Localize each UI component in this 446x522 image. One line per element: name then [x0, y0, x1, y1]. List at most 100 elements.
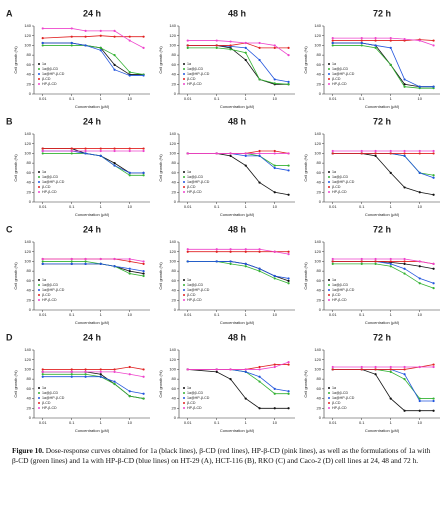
legend-label: 1a@HP-β-CD — [187, 288, 210, 292]
y-tick-label: 140 — [24, 347, 31, 352]
data-point — [258, 250, 261, 253]
x-tick-label: 1 — [390, 96, 393, 101]
data-point — [273, 250, 276, 253]
legend-label: 1a — [332, 170, 336, 174]
data-point — [70, 152, 73, 155]
y-tick-label: 0 — [319, 199, 322, 204]
data-point — [84, 368, 87, 371]
data-point — [215, 368, 218, 371]
y-tick-label: 140 — [169, 131, 176, 136]
data-point — [374, 257, 377, 261]
series-line — [187, 369, 289, 392]
data-point — [258, 380, 261, 383]
legend-marker — [38, 78, 40, 80]
data-point — [41, 373, 44, 376]
data-point — [273, 149, 276, 153]
y-tick-label: 80 — [172, 268, 177, 273]
data-point — [331, 262, 334, 265]
x-tick-label: 1 — [245, 204, 248, 209]
data-point — [418, 191, 421, 194]
legend-label: 1a@HP-β-CD — [332, 72, 355, 76]
series-line — [187, 261, 289, 284]
legend-marker — [38, 171, 40, 173]
data-point — [229, 260, 232, 263]
data-point — [244, 154, 247, 157]
data-point — [142, 174, 145, 177]
data-point — [186, 152, 189, 155]
legend-marker — [183, 78, 185, 80]
data-point — [215, 39, 218, 42]
caption-text: Dose-response curves obtained for 1a (bl… — [12, 446, 431, 465]
x-tick-label: 10 — [418, 96, 423, 101]
data-point — [418, 152, 421, 155]
y-tick-label: 60 — [317, 278, 322, 283]
y-tick-label: 20 — [317, 297, 322, 302]
data-point — [273, 277, 276, 280]
x-axis-label: Concentration (μM) — [365, 428, 400, 433]
legend-label: 1a@β-CD — [332, 391, 349, 395]
x-tick-label: 0.1 — [359, 420, 365, 425]
y-tick-label: 20 — [27, 405, 32, 410]
data-point — [374, 260, 377, 263]
y-tick-label: 120 — [169, 33, 176, 38]
data-point — [142, 74, 145, 77]
legend-marker — [328, 191, 330, 193]
x-axis-label: Concentration (μM) — [75, 320, 110, 325]
data-point — [418, 85, 421, 88]
data-point — [99, 154, 102, 157]
data-point — [142, 262, 145, 265]
x-tick-label: 0.01 — [39, 312, 48, 317]
y-tick-label: 80 — [317, 376, 322, 381]
y-tick-label: 60 — [172, 278, 177, 283]
series-line — [42, 28, 144, 49]
y-tick-label: 60 — [27, 62, 32, 67]
y-tick-label: 80 — [317, 160, 322, 165]
data-point — [244, 51, 247, 54]
legend-marker — [328, 387, 330, 389]
data-point — [215, 46, 218, 49]
x-tick-label: 1 — [100, 204, 103, 209]
legend-label: HP-β-CD — [187, 406, 202, 410]
data-point — [70, 375, 73, 378]
data-point — [99, 147, 102, 150]
data-point — [186, 39, 189, 42]
data-point — [258, 270, 261, 273]
data-point — [389, 365, 392, 369]
data-point — [273, 274, 276, 278]
data-point — [374, 39, 377, 42]
y-tick-label: 60 — [172, 170, 177, 175]
data-point — [418, 409, 421, 412]
y-tick-label: 40 — [27, 72, 32, 77]
data-point — [432, 365, 435, 369]
chart-title: 72 h — [373, 224, 391, 234]
data-point — [374, 37, 377, 40]
y-tick-label: 40 — [172, 72, 177, 77]
legend-marker — [38, 191, 40, 193]
x-tick-label: 1 — [245, 420, 248, 425]
legend-label: β-CD — [332, 401, 341, 405]
data-point — [128, 272, 131, 275]
data-point — [258, 365, 261, 369]
x-tick-label: 1 — [390, 420, 393, 425]
y-tick-label: 0 — [319, 307, 322, 312]
x-tick-label: 10 — [418, 204, 423, 209]
data-point — [389, 370, 392, 373]
data-point — [374, 149, 377, 153]
y-tick-label: 140 — [24, 131, 31, 136]
legend-label: HP-β-CD — [332, 82, 347, 86]
x-tick-label: 10 — [273, 96, 278, 101]
legend-marker — [183, 68, 185, 70]
legend-marker — [38, 402, 40, 404]
data-point — [432, 397, 435, 400]
data-point — [244, 368, 247, 371]
y-tick-label: 120 — [169, 141, 176, 146]
legend-marker — [183, 392, 185, 394]
data-point — [258, 181, 261, 184]
legend-label: β-CD — [187, 77, 196, 81]
data-point — [374, 262, 377, 265]
y-tick-label: 40 — [317, 288, 322, 293]
panel-label: B — [6, 116, 13, 126]
legend-marker — [183, 176, 185, 178]
legend-label: 1a — [42, 62, 46, 66]
